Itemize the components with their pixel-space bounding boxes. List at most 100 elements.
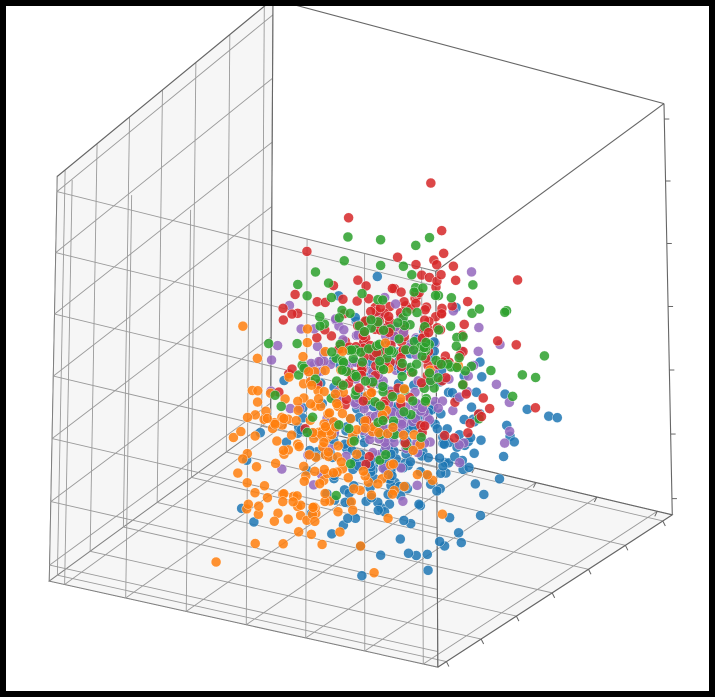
point-orange [298,352,308,362]
point-orange [250,488,260,498]
point-red [476,412,486,422]
point-orange [399,384,409,394]
point-purple [467,267,477,277]
point-orange [253,386,263,396]
point-green [458,380,468,390]
point-orange [291,416,301,426]
point-green [388,392,398,402]
point-green [361,376,371,386]
point-orange [287,430,297,440]
point-green [337,365,347,375]
point-red [426,178,436,188]
point-purple [267,355,277,365]
point-green [338,380,348,390]
point-red [302,246,312,256]
point-green [394,334,404,344]
point-orange [399,430,409,440]
point-orange [319,437,329,447]
point-orange [279,414,289,424]
point-blue [456,538,466,548]
point-blue [373,505,383,515]
point-green [375,401,385,411]
point-orange [269,516,279,526]
point-orange [323,447,333,457]
point-red [449,433,459,443]
point-purple [491,379,501,389]
point-orange [304,367,314,377]
point-green [474,304,484,314]
point-orange [242,478,252,488]
point-green [397,372,407,382]
point-blue [395,534,405,544]
point-green [431,290,441,300]
point-green [381,450,391,460]
point-orange [283,514,293,524]
point-blue [439,439,449,449]
point-orange [314,394,324,404]
point-red [287,309,297,319]
point-orange [250,539,260,549]
point-blue [422,549,432,559]
point-red [290,289,300,299]
point-orange [302,324,312,334]
point-green [302,291,312,301]
point-green [376,235,386,245]
point-orange [422,470,432,480]
point-blue [404,548,414,558]
point-orange [250,431,260,441]
point-orange [383,470,393,480]
point-red [278,303,288,313]
point-green [345,308,355,318]
point-orange [330,389,340,399]
point-orange [262,493,272,503]
point-blue [464,462,474,472]
point-orange [399,482,409,492]
point-red [437,226,447,236]
point-purple [455,458,465,468]
point-orange [437,509,447,519]
point-orange [328,468,338,478]
point-green [270,390,280,400]
point-blue [495,474,505,484]
point-orange [288,497,298,507]
point-orange [383,513,393,523]
point-blue [499,452,509,462]
point-green [334,313,344,323]
point-green [264,339,274,349]
point-blue [399,515,409,525]
point-green [292,339,302,349]
point-green [357,289,367,299]
point-green [398,261,408,271]
point-orange [388,459,398,469]
point-green [293,279,303,289]
point-red [353,275,363,285]
point-green [315,321,325,331]
point-orange [310,516,320,526]
point-orange [307,380,317,390]
point-green [327,347,337,357]
point-blue [509,437,519,447]
point-green [517,370,527,380]
point-green [375,356,385,366]
scatter3d-plot [6,6,709,691]
point-red [463,428,473,438]
point-blue [469,448,479,458]
point-orange [320,366,330,376]
point-orange [271,458,281,468]
point-green [436,359,446,369]
point-green [347,345,357,355]
point-orange [238,454,248,464]
point-green [331,491,341,501]
point-orange [352,449,362,459]
point-blue [454,528,464,538]
point-green [349,436,359,446]
point-red [436,270,446,280]
point-red [461,389,471,399]
point-red [432,260,442,270]
point-red [393,252,403,262]
point-green [324,278,334,288]
point-green [416,432,426,442]
point-green [346,459,356,469]
point-red [485,404,495,414]
point-orange [293,396,303,406]
